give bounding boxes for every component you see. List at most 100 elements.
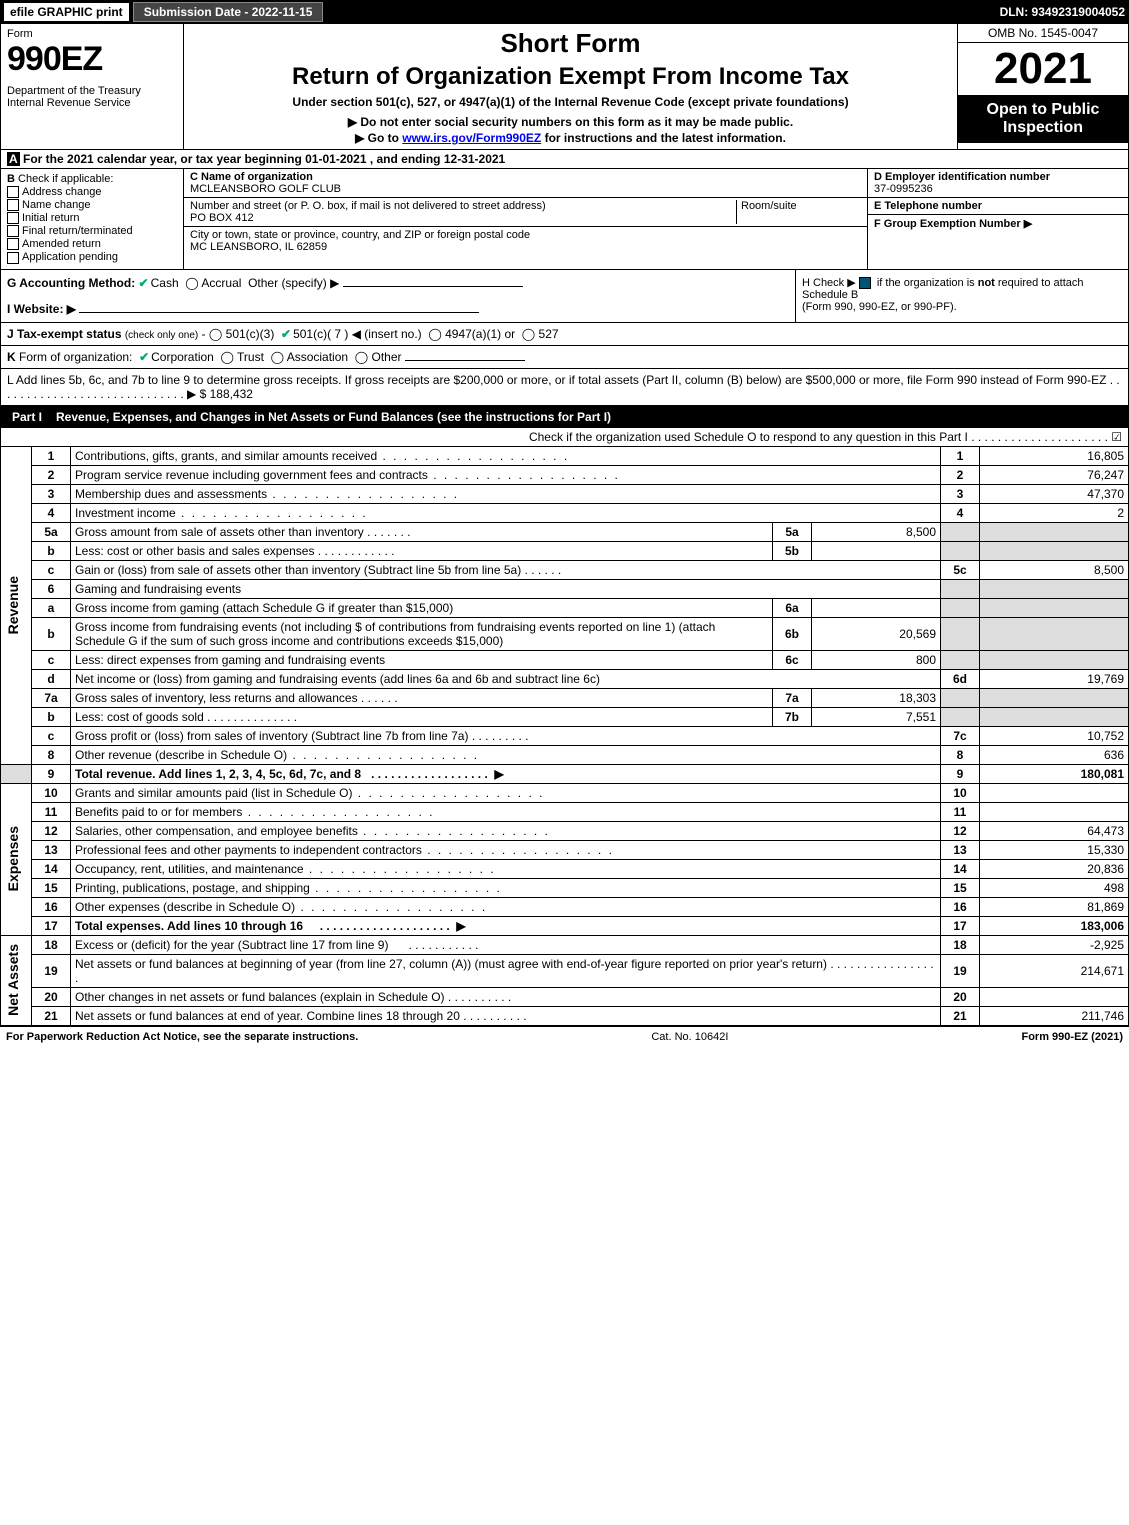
sub3-post: for instructions and the latest informat… [541, 131, 786, 145]
inspection-label: Open to Public Inspection [958, 95, 1128, 143]
c-street-label: Number and street (or P. O. box, if mail… [190, 200, 736, 212]
header-center: Short Form Return of Organization Exempt… [184, 24, 957, 149]
line-8: 8 Other revenue (describe in Schedule O)… [1, 745, 1129, 764]
line-7c: c Gross profit or (loss) from sales of i… [1, 726, 1129, 745]
page-footer: For Paperwork Reduction Act Notice, see … [0, 1026, 1129, 1047]
row-a: A For the 2021 calendar year, or tax yea… [0, 150, 1129, 169]
dept-label: Department of the Treasury Internal Reve… [7, 85, 177, 109]
line-19: 19 Net assets or fund balances at beginn… [1, 954, 1129, 987]
header-left: Form 990EZ Department of the Treasury In… [1, 24, 184, 149]
box-b: B Check if applicable: Address change Na… [1, 169, 184, 269]
form-label: Form [7, 28, 177, 40]
box-b-label: B [7, 173, 15, 185]
irs-link[interactable]: www.irs.gov/Form990EZ [402, 131, 541, 145]
line-13: 13 Professional fees and other payments … [1, 840, 1129, 859]
sub3-pre: ▶ Go to [355, 131, 402, 145]
line-1: Revenue 1 Contributions, gifts, grants, … [1, 447, 1129, 466]
row-gh: G Accounting Method: Cash ◯ Accrual Othe… [0, 270, 1129, 323]
box-b-title: Check if applicable: [18, 173, 113, 185]
opt-amended-return[interactable]: Amended return [7, 238, 177, 250]
form-title: Return of Organization Exempt From Incom… [192, 63, 949, 91]
subtitle-3: ▶ Go to www.irs.gov/Form990EZ for instru… [192, 131, 949, 145]
box-def: D Employer identification number 37-0995… [867, 169, 1128, 269]
submission-date: Submission Date - 2022-11-15 [133, 2, 324, 22]
e-label: E Telephone number [874, 200, 1122, 212]
subtitle-1: Under section 501(c), 527, or 4947(a)(1)… [192, 95, 949, 109]
g-cash[interactable]: Cash [139, 276, 179, 290]
opt-initial-return[interactable]: Initial return [7, 212, 177, 224]
revenue-vlabel: Revenue [5, 576, 21, 634]
h-text1: H Check ▶ [802, 277, 859, 289]
line-6c: c Less: direct expenses from gaming and … [1, 650, 1129, 669]
expenses-vlabel: Expenses [5, 826, 21, 891]
line-6d: d Net income or (loss) from gaming and f… [1, 669, 1129, 688]
top-bar: efile GRAPHIC print Submission Date - 20… [0, 0, 1129, 24]
footer-left: For Paperwork Reduction Act Notice, see … [6, 1031, 358, 1043]
line-3: 3 Membership dues and assessments 3 47,3… [1, 484, 1129, 503]
line-6: 6 Gaming and fundraising events [1, 579, 1129, 598]
row-a-text: For the 2021 calendar year, or tax year … [23, 152, 505, 166]
line-6b: b Gross income from fundraising events (… [1, 617, 1129, 650]
line-20: 20 Other changes in net assets or fund b… [1, 987, 1129, 1006]
line-7b: b Less: cost of goods sold . . . . . . .… [1, 707, 1129, 726]
h-checkbox[interactable] [859, 277, 871, 289]
form-number: 990EZ [7, 40, 177, 79]
efile-label[interactable]: efile GRAPHIC print [4, 3, 129, 21]
part1-header: Part I Revenue, Expenses, and Changes in… [0, 406, 1129, 428]
line-17: 17 Total expenses. Add lines 10 through … [1, 916, 1129, 935]
line-6a: a Gross income from gaming (attach Sched… [1, 598, 1129, 617]
g-label: G Accounting Method: [7, 276, 135, 290]
part1-title: Revenue, Expenses, and Changes in Net As… [56, 410, 1123, 424]
g-other[interactable]: Other (specify) ▶ [248, 276, 339, 290]
opt-address-change[interactable]: Address change [7, 186, 177, 198]
g-accrual[interactable]: ◯ Accrual [185, 276, 241, 290]
line-15: 15 Printing, publications, postage, and … [1, 878, 1129, 897]
row-jkl: J Tax-exempt status (check only one) - ◯… [0, 323, 1129, 346]
opt-name-change[interactable]: Name change [7, 199, 177, 211]
box-h: H Check ▶ if the organization is not req… [795, 270, 1128, 322]
subtitle-2: ▶ Do not enter social security numbers o… [192, 115, 949, 129]
section-bcdef: B Check if applicable: Address change Na… [0, 169, 1129, 270]
org-city: MC LEANSBORO, IL 62859 [190, 241, 530, 253]
line-5a: 5a Gross amount from sale of assets othe… [1, 522, 1129, 541]
line-9: 9 Total revenue. Add lines 1, 2, 3, 4, 5… [1, 764, 1129, 783]
header-right: OMB No. 1545-0047 2021 Open to Public In… [957, 24, 1128, 149]
row-k: K Form of organization: Corporation ◯ Tr… [0, 346, 1129, 369]
lines-table: Revenue 1 Contributions, gifts, grants, … [0, 447, 1129, 1026]
footer-right: Form 990-EZ (2021) [1021, 1031, 1123, 1043]
part1-sub: Check if the organization used Schedule … [0, 428, 1129, 447]
line-5c: c Gain or (loss) from sale of assets oth… [1, 560, 1129, 579]
box-gi: G Accounting Method: Cash ◯ Accrual Othe… [1, 270, 795, 322]
form-header: Form 990EZ Department of the Treasury In… [0, 24, 1129, 150]
opt-application-pending[interactable]: Application pending [7, 251, 177, 263]
dln: DLN: 93492319004052 [1000, 5, 1125, 19]
d-label: D Employer identification number [874, 171, 1122, 183]
line-7a: 7a Gross sales of inventory, less return… [1, 688, 1129, 707]
row-l-text: L Add lines 5b, 6c, and 7b to line 9 to … [7, 373, 1122, 401]
line-21: 21 Net assets or fund balances at end of… [1, 1006, 1129, 1025]
i-label: I Website: ▶ [7, 302, 76, 316]
org-street: PO BOX 412 [190, 212, 736, 224]
line-16: 16 Other expenses (describe in Schedule … [1, 897, 1129, 916]
footer-center: Cat. No. 10642I [651, 1031, 728, 1043]
box-c: C Name of organization MCLEANSBORO GOLF … [184, 169, 867, 269]
ein: 37-0995236 [874, 183, 1122, 195]
short-form-label: Short Form [192, 28, 949, 59]
part1-label: Part I [6, 408, 48, 426]
h-not: not [978, 277, 995, 289]
line-2: 2 Program service revenue including gove… [1, 465, 1129, 484]
h-text4: (Form 990, 990-EZ, or 990-PF). [802, 301, 957, 313]
row-j: J Tax-exempt status (check only one) - ◯… [7, 327, 1122, 341]
h-text2: if the organization is [877, 277, 978, 289]
room-suite-label: Room/suite [736, 200, 861, 224]
line-11: 11 Benefits paid to or for members 11 [1, 802, 1129, 821]
row-a-label: A [7, 152, 20, 166]
line-5b: b Less: cost or other basis and sales ex… [1, 541, 1129, 560]
f-label: F Group Exemption Number ▶ [874, 217, 1122, 230]
line-10: Expenses 10 Grants and similar amounts p… [1, 783, 1129, 802]
c-name-label: C Name of organization [190, 171, 861, 183]
c-city-label: City or town, state or province, country… [190, 229, 530, 241]
omb-number: OMB No. 1545-0047 [958, 24, 1128, 43]
netassets-vlabel: Net Assets [5, 944, 21, 1016]
opt-final-return[interactable]: Final return/terminated [7, 225, 177, 237]
